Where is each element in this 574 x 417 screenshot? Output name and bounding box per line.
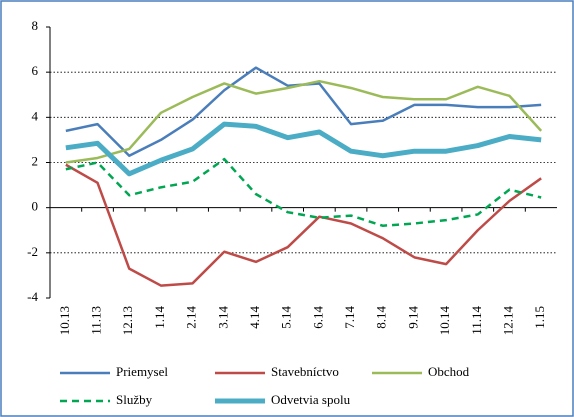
x-tick-label: 3.14	[215, 306, 230, 329]
legend-label: Služby	[116, 392, 153, 407]
x-tick-label: 6.14	[310, 306, 325, 329]
x-tick-label: 7.14	[342, 306, 357, 329]
legend-label: Priemysel	[116, 364, 168, 379]
x-tick-label: 1.14	[152, 306, 167, 329]
legend-label: Odvetvia spolu	[271, 392, 351, 407]
x-tick-label: 10.13	[57, 306, 72, 335]
y-tick-label: 6	[32, 63, 39, 78]
series-line	[65, 121, 542, 177]
y-tick-label: 2	[32, 153, 39, 168]
x-tick-label: 8.14	[374, 306, 389, 329]
series-line	[65, 157, 542, 227]
y-tick-label: -4	[27, 289, 38, 304]
series-line	[65, 79, 543, 164]
x-tick-label: 9.14	[405, 306, 420, 329]
x-tick-label: 2.14	[184, 306, 199, 329]
x-tick-label: 12.14	[500, 306, 515, 336]
y-tick-label: 8	[32, 18, 39, 33]
x-tick-label: 1.15	[532, 306, 547, 329]
y-tick-label: 4	[32, 108, 39, 123]
x-tick-label: 12.13	[120, 306, 135, 335]
legend-label: Obchod	[428, 364, 470, 379]
x-tick-label: 4.14	[247, 306, 262, 329]
series-line	[65, 163, 542, 287]
legend-label: Stavebníctvo	[271, 364, 339, 379]
x-tick-label: 5.14	[279, 306, 294, 329]
y-tick-label: 0	[32, 199, 39, 214]
x-tick-label: 11.14	[469, 306, 484, 335]
y-tick-label: -2	[27, 244, 38, 259]
x-tick-label: 11.13	[89, 306, 104, 335]
x-tick-label: 10.14	[437, 306, 452, 336]
